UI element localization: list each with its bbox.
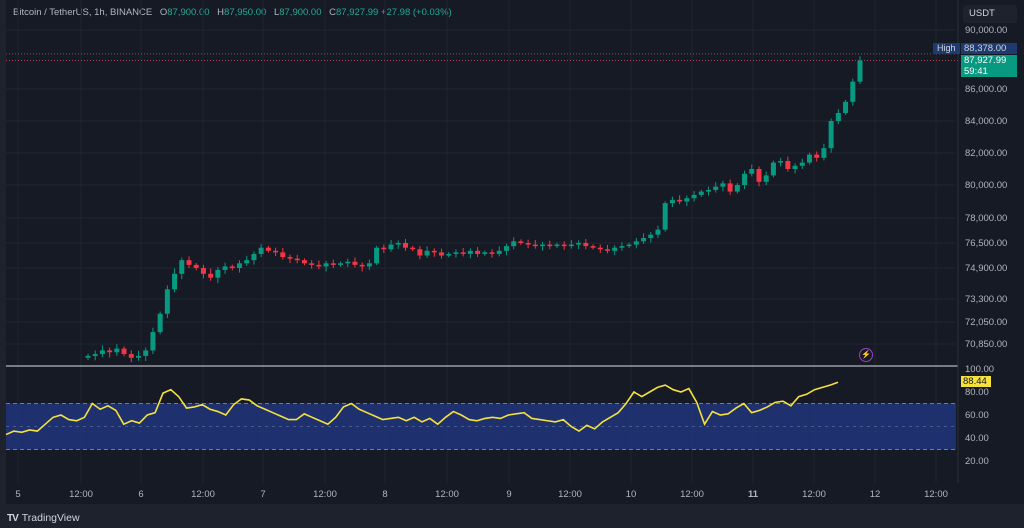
svg-text:5: 5 xyxy=(15,489,20,500)
svg-text:72,050.00: 72,050.00 xyxy=(965,317,1007,328)
svg-text:60.00: 60.00 xyxy=(965,410,989,421)
svg-text:12: 12 xyxy=(870,489,881,500)
svg-text:12:00: 12:00 xyxy=(435,489,459,500)
svg-text:73,300.00: 73,300.00 xyxy=(965,294,1007,305)
svg-text:78,000.00: 78,000.00 xyxy=(965,213,1007,224)
tradingview-brand[interactable]: TV TradingView xyxy=(7,512,80,524)
svg-text:12:00: 12:00 xyxy=(680,489,704,500)
svg-text:76,500.00: 76,500.00 xyxy=(965,238,1007,249)
footer: TV TradingView xyxy=(0,504,1024,528)
svg-text:90,000.00: 90,000.00 xyxy=(965,25,1007,36)
chart-canvas[interactable]: 90,000.00 86,000.00 84,000.00 82,000.00 80,0… xyxy=(0,0,1024,504)
svg-text:8: 8 xyxy=(382,489,387,500)
close-value: 87,927.99 xyxy=(336,7,379,18)
svg-text:80.00: 80.00 xyxy=(965,387,989,398)
last-price-tag: 87,927.99 59:41 xyxy=(961,55,1017,77)
svg-text:12:00: 12:00 xyxy=(313,489,337,500)
svg-text:86,000.00: 86,000.00 xyxy=(965,84,1007,95)
svg-text:12:00: 12:00 xyxy=(191,489,215,500)
svg-text:84,000.00: 84,000.00 xyxy=(965,116,1007,127)
high-value-tag: 88,378.00 xyxy=(961,43,1017,54)
svg-text:40.00: 40.00 xyxy=(965,433,989,444)
svg-text:12:00: 12:00 xyxy=(802,489,826,500)
rsi-value-tag: 88.44 xyxy=(961,376,991,387)
tradingview-logo-icon: TV xyxy=(7,512,19,524)
symbol-title: Bitcoin / TetherUS, 1h, BINANCE xyxy=(13,7,153,18)
open-value: 87,900.00 xyxy=(167,7,210,18)
svg-text:11: 11 xyxy=(748,489,759,500)
svg-text:12:00: 12:00 xyxy=(924,489,948,500)
svg-text:6: 6 xyxy=(138,489,143,500)
svg-text:70,850.00: 70,850.00 xyxy=(965,339,1007,350)
svg-text:7: 7 xyxy=(260,489,265,500)
currency-selector[interactable]: USDT xyxy=(963,5,1017,23)
svg-text:82,000.00: 82,000.00 xyxy=(965,148,1007,159)
high-tag: High xyxy=(933,43,960,54)
svg-text:80,000.00: 80,000.00 xyxy=(965,180,1007,191)
svg-text:100.00: 100.00 xyxy=(965,364,994,375)
svg-text:12:00: 12:00 xyxy=(558,489,582,500)
svg-text:74,900.00: 74,900.00 xyxy=(965,263,1007,274)
svg-text:20.00: 20.00 xyxy=(965,456,989,467)
bar-countdown: 59:41 xyxy=(964,66,988,77)
svg-text:10: 10 xyxy=(626,489,637,500)
symbol-legend: Bitcoin / TetherUS, 1h, BINANCE O87,900.… xyxy=(13,7,452,18)
high-value: 87,950.00 xyxy=(224,7,267,18)
svg-text:12:00: 12:00 xyxy=(69,489,93,500)
lightning-icon[interactable]: ⚡ xyxy=(859,348,873,362)
svg-text:9: 9 xyxy=(506,489,511,500)
low-value: 87,900.00 xyxy=(279,7,322,18)
change-value: +27.98 (+0.03%) xyxy=(380,7,452,18)
